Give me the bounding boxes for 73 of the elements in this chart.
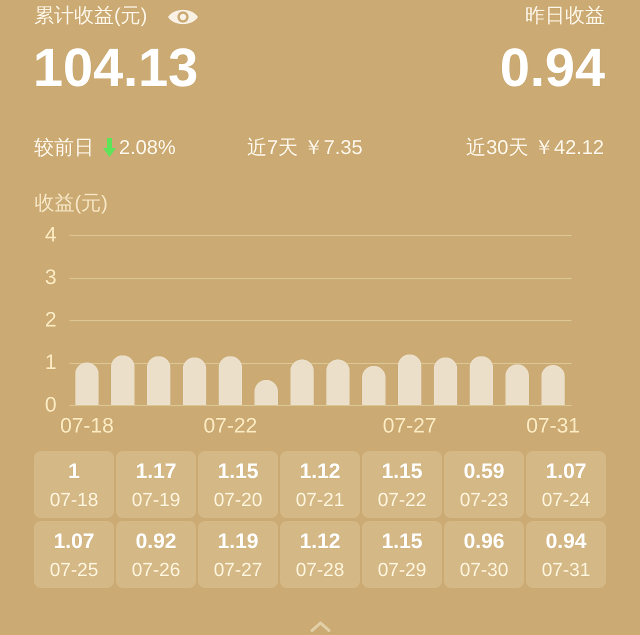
data-label: 0.94 — [544, 530, 588, 553]
value-card: 1.12 07-21 — [280, 451, 360, 518]
y-tick-label: 0 — [44, 394, 56, 416]
text: 累计收益(元) — [34, 5, 148, 27]
value-card: 0.92 07-26 — [116, 521, 196, 588]
value-card: 1 07-18 — [34, 451, 114, 518]
value-card: 0.96 07-30 — [444, 521, 524, 588]
bar — [218, 356, 242, 405]
data-label: 0.92 — [134, 530, 178, 553]
bar — [362, 366, 386, 405]
category-label: 07-25 — [48, 560, 100, 581]
text: 近30天 ￥42.12 — [466, 137, 604, 159]
value-card: 1.15 07-29 — [362, 521, 442, 588]
bar — [505, 364, 529, 405]
text: 近7天 ￥7.35 — [247, 137, 363, 159]
value-card: 1.12 07-28 — [280, 521, 360, 588]
bar — [398, 354, 422, 405]
category-label: 07-22 — [376, 490, 428, 511]
text: 0.94 — [500, 38, 605, 98]
value-card: 1.19 07-27 — [198, 521, 278, 588]
data-label: 1.07 — [52, 530, 96, 553]
data-label: 1.15 — [380, 460, 424, 483]
category-label: 07-26 — [130, 560, 182, 581]
bar — [146, 356, 170, 405]
text: 104.13 — [33, 38, 198, 98]
value-card: 0.59 07-23 — [444, 451, 524, 518]
bar — [75, 362, 99, 405]
data-label: 1.17 — [134, 460, 178, 483]
x-tick-label: 07-31 — [526, 414, 580, 438]
x-tick-label: 07-22 — [204, 414, 258, 438]
y-tick-label: 2 — [44, 308, 56, 332]
bar — [182, 357, 206, 405]
value-card: 1.15 07-22 — [362, 451, 442, 518]
category-label: 07-19 — [130, 490, 182, 511]
data-label: 1.12 — [298, 460, 342, 483]
category-label: 07-30 — [458, 560, 510, 581]
category-label: 07-23 — [458, 490, 510, 511]
category-label: 07-21 — [294, 490, 346, 511]
category-label: 07-27 — [212, 560, 264, 581]
category-label: 07-29 — [376, 560, 428, 581]
bar — [290, 360, 314, 405]
data-label: 1.15 — [216, 460, 260, 483]
text: 昨日收益 — [525, 5, 605, 27]
x-tick-label: 07-27 — [382, 414, 436, 438]
data-label: 1.15 — [380, 530, 424, 553]
data-label: 1 — [67, 460, 81, 483]
value-card: 0.94 07-31 — [526, 521, 606, 588]
y-tick-label: 4 — [44, 224, 57, 246]
bar — [541, 365, 565, 405]
data-label: 1.19 — [216, 530, 260, 553]
bar — [111, 355, 135, 405]
y-tick-label: 3 — [44, 266, 56, 289]
bar — [326, 360, 350, 405]
y-tick-label: 1 — [44, 351, 56, 374]
value-card: 1.15 07-20 — [198, 451, 278, 518]
bar — [470, 356, 494, 405]
value-card: 1.07 07-25 — [34, 521, 114, 588]
data-label: 1.12 — [298, 530, 342, 553]
category-label: 07-24 — [540, 490, 592, 511]
y-axis-title: 收益(元) — [34, 192, 108, 214]
value-card: 1.17 07-19 — [116, 451, 196, 518]
bar — [434, 357, 458, 405]
category-label: 07-31 — [540, 560, 592, 581]
x-tick-label: 07-18 — [60, 414, 114, 438]
data-label: 1.07 — [544, 460, 588, 483]
data-label: 0.96 — [462, 530, 506, 553]
category-label: 07-28 — [294, 560, 346, 581]
category-label: 07-18 — [48, 490, 100, 511]
category-label: 07-20 — [212, 490, 264, 511]
value-card: 1.07 07-24 — [526, 451, 606, 518]
text: 2.08% — [119, 137, 176, 159]
text: 较前日 — [34, 137, 94, 159]
data-label: 0.59 — [462, 460, 506, 483]
